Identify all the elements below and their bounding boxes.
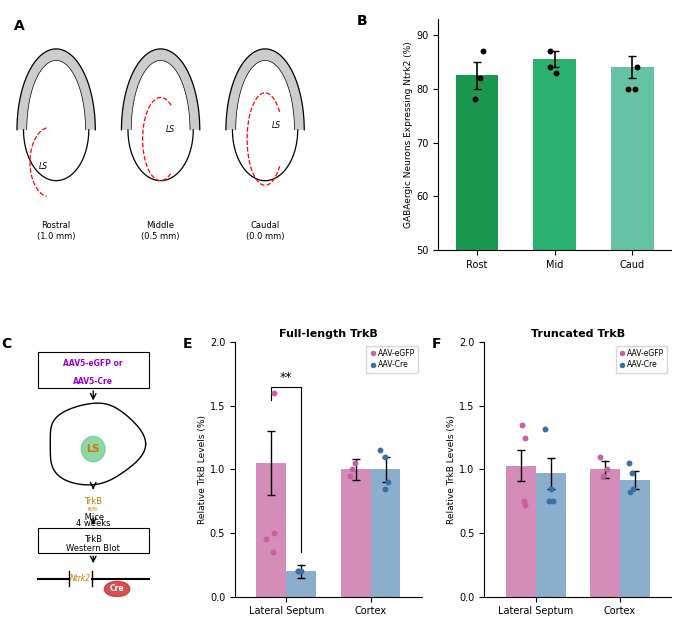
Point — [545, 46, 556, 56]
Text: Caudal
(0.0 mm): Caudal (0.0 mm) — [246, 222, 284, 241]
Bar — [371, 470, 401, 597]
Text: fl/fl: fl/fl — [88, 506, 98, 511]
Point — [551, 68, 562, 78]
Point — [269, 528, 279, 538]
Text: AAV5-eGFP or: AAV5-eGFP or — [64, 359, 123, 369]
Bar — [38, 528, 149, 553]
Text: 4 weeks: 4 weeks — [76, 519, 110, 528]
Bar — [456, 75, 499, 519]
Y-axis label: Relative TrkB Levels (%): Relative TrkB Levels (%) — [198, 415, 207, 524]
Point — [267, 547, 278, 557]
Point — [345, 471, 356, 481]
Point — [595, 452, 606, 462]
Text: TrkB: TrkB — [84, 535, 102, 544]
Point — [627, 484, 638, 494]
Text: LS: LS — [166, 126, 175, 134]
Title: Truncated TrkB: Truncated TrkB — [531, 328, 625, 338]
Point — [375, 445, 386, 455]
Point — [292, 566, 303, 577]
Point — [260, 534, 271, 544]
Legend: AAV-eGFP, AAV-Cre: AAV-eGFP, AAV-Cre — [366, 346, 418, 372]
Polygon shape — [121, 49, 200, 130]
Point — [379, 484, 390, 494]
Text: E: E — [182, 337, 192, 351]
Text: A: A — [14, 19, 25, 33]
Point — [545, 484, 556, 494]
Point — [347, 465, 358, 475]
Polygon shape — [226, 49, 304, 130]
Bar — [536, 474, 566, 597]
Bar — [506, 465, 536, 597]
Point — [292, 566, 303, 577]
Text: AAV5-Cre: AAV5-Cre — [73, 377, 113, 386]
Point — [477, 46, 488, 56]
Point — [626, 468, 637, 479]
Title: Full-length TrkB: Full-length TrkB — [279, 328, 378, 338]
Point — [475, 73, 486, 83]
Point — [296, 566, 307, 577]
Bar — [286, 571, 316, 597]
Point — [269, 388, 280, 398]
Text: Cre: Cre — [110, 585, 125, 593]
Point — [516, 420, 527, 430]
Bar — [534, 59, 576, 519]
Bar — [620, 480, 650, 597]
Text: F: F — [432, 337, 441, 351]
Text: Middle
(0.5 mm): Middle (0.5 mm) — [141, 222, 180, 241]
Point — [597, 471, 608, 481]
Point — [602, 465, 613, 475]
Text: LS: LS — [38, 162, 48, 171]
Text: LS: LS — [86, 444, 100, 454]
Point — [622, 84, 633, 94]
Text: **: ** — [280, 371, 292, 384]
Point — [544, 496, 555, 506]
Bar — [611, 67, 653, 519]
Point — [630, 84, 641, 94]
Text: TrkB: TrkB — [84, 497, 102, 506]
Legend: AAV-eGFP, AAV-Cre: AAV-eGFP, AAV-Cre — [616, 346, 667, 372]
Bar — [590, 470, 620, 597]
Text: Mice: Mice — [82, 512, 104, 522]
Point — [631, 62, 642, 72]
Text: Ntrk2: Ntrk2 — [70, 574, 91, 583]
Point — [624, 487, 635, 497]
Point — [519, 496, 530, 506]
Text: Western Blot: Western Blot — [66, 544, 120, 553]
Bar — [38, 352, 149, 388]
Text: C: C — [1, 337, 11, 351]
Polygon shape — [17, 49, 95, 130]
Bar — [256, 463, 286, 597]
Text: LS: LS — [272, 121, 281, 130]
Ellipse shape — [104, 582, 129, 597]
Point — [545, 62, 556, 72]
Text: B: B — [356, 14, 367, 28]
Point — [624, 458, 635, 468]
Ellipse shape — [82, 436, 105, 462]
Point — [383, 477, 394, 487]
Point — [540, 424, 551, 434]
Text: Rostral
(1.0 mm): Rostral (1.0 mm) — [37, 222, 75, 241]
Point — [520, 500, 531, 510]
Point — [470, 94, 481, 104]
Point — [520, 433, 531, 443]
Bar — [340, 470, 371, 597]
Y-axis label: GABAergic Neurons Expressing Ntrk2 (%): GABAergic Neurons Expressing Ntrk2 (%) — [404, 41, 413, 228]
Y-axis label: Relative TrkB Levels (%): Relative TrkB Levels (%) — [447, 415, 456, 524]
Point — [350, 458, 361, 468]
Point — [547, 496, 558, 506]
Point — [380, 452, 391, 462]
